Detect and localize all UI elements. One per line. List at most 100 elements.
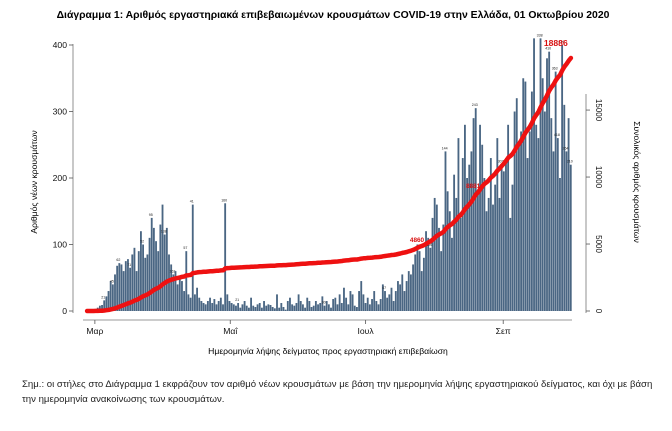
bar bbox=[304, 307, 306, 312]
y2-tick-label: 10000 bbox=[594, 166, 603, 189]
bar bbox=[435, 204, 438, 311]
bar bbox=[152, 227, 155, 312]
bar bbox=[133, 247, 136, 311]
bar bbox=[338, 294, 341, 312]
bar bbox=[196, 287, 198, 312]
bar bbox=[522, 78, 525, 311]
bar bbox=[347, 304, 350, 311]
bar bbox=[528, 131, 531, 311]
bar bbox=[399, 284, 402, 311]
bar bbox=[280, 303, 283, 311]
bar bbox=[386, 297, 389, 311]
bar bbox=[144, 257, 147, 311]
bar bbox=[317, 304, 319, 311]
bar bbox=[511, 184, 514, 311]
bar bbox=[345, 297, 348, 311]
bar bbox=[459, 217, 462, 311]
bar bbox=[127, 259, 129, 311]
bar-data-label: 418 bbox=[554, 133, 560, 137]
bar bbox=[306, 297, 309, 311]
bar bbox=[479, 124, 481, 311]
bar bbox=[267, 304, 270, 311]
bar bbox=[98, 305, 101, 311]
bar bbox=[172, 274, 175, 312]
bar-data-label: 45 bbox=[110, 279, 114, 283]
bar bbox=[222, 304, 224, 311]
bar-data-label: 126 bbox=[426, 243, 432, 247]
bar bbox=[375, 301, 378, 311]
bar bbox=[239, 307, 242, 312]
bar bbox=[539, 38, 542, 311]
y-tick-label: 400 bbox=[53, 40, 68, 50]
bar bbox=[209, 297, 211, 311]
bar bbox=[107, 291, 110, 311]
bar-data-label: 62 bbox=[116, 258, 120, 262]
bar-data-label: 338 bbox=[537, 33, 543, 37]
cumulative-line bbox=[84, 55, 574, 314]
bar bbox=[561, 45, 564, 311]
bar bbox=[559, 178, 561, 311]
bar bbox=[496, 138, 499, 311]
bar bbox=[114, 274, 116, 312]
bar bbox=[202, 303, 205, 311]
x-tick-label: Μαΐ bbox=[223, 326, 238, 336]
bar bbox=[507, 124, 510, 311]
bar bbox=[384, 291, 386, 311]
bar bbox=[410, 274, 412, 312]
bar bbox=[140, 231, 142, 311]
bar bbox=[377, 304, 380, 311]
bar bbox=[295, 303, 298, 311]
bar bbox=[191, 204, 194, 311]
bar bbox=[230, 303, 233, 311]
bar bbox=[451, 237, 453, 311]
bar bbox=[250, 297, 252, 311]
bar bbox=[273, 308, 276, 311]
bar bbox=[170, 264, 173, 311]
bar bbox=[321, 296, 324, 311]
bar bbox=[118, 263, 121, 311]
bar bbox=[489, 158, 492, 311]
bar bbox=[379, 299, 382, 311]
bar bbox=[360, 281, 363, 311]
bar bbox=[135, 271, 138, 311]
bar bbox=[265, 305, 268, 311]
bar bbox=[286, 301, 289, 311]
bar bbox=[219, 297, 222, 311]
bar bbox=[297, 294, 300, 312]
bar-data-label: 144 bbox=[442, 146, 448, 150]
bar bbox=[554, 71, 557, 311]
bar bbox=[397, 281, 399, 311]
bar bbox=[515, 98, 518, 311]
bar bbox=[161, 204, 164, 311]
bar bbox=[468, 164, 471, 311]
bar bbox=[189, 297, 192, 311]
x-tick-label: Μαρ bbox=[86, 326, 103, 336]
bar bbox=[120, 264, 123, 311]
bar bbox=[500, 164, 503, 311]
bar bbox=[284, 309, 287, 311]
bar bbox=[524, 81, 527, 311]
bar-data-label: 52 bbox=[140, 240, 144, 244]
bar bbox=[474, 108, 477, 311]
bar bbox=[381, 284, 384, 311]
bar-series bbox=[86, 38, 572, 312]
bar-data-label: 21 bbox=[235, 298, 239, 302]
bar bbox=[487, 197, 490, 311]
bar bbox=[498, 197, 501, 311]
bar bbox=[405, 281, 408, 311]
bar bbox=[129, 267, 132, 311]
bar bbox=[420, 271, 423, 311]
bar bbox=[483, 178, 486, 311]
bar bbox=[505, 158, 507, 311]
bar bbox=[245, 305, 248, 311]
bar bbox=[256, 304, 259, 311]
bar-data-label: 41 bbox=[190, 200, 194, 204]
bar bbox=[550, 118, 553, 312]
bar bbox=[407, 271, 410, 311]
bar bbox=[215, 304, 218, 311]
bar bbox=[176, 284, 179, 311]
bar bbox=[336, 304, 339, 311]
x-axis-title: Ημερομηνία λήψης δείγματος προς εργαστηρ… bbox=[208, 346, 448, 356]
bar bbox=[546, 58, 548, 311]
bar bbox=[137, 251, 140, 311]
